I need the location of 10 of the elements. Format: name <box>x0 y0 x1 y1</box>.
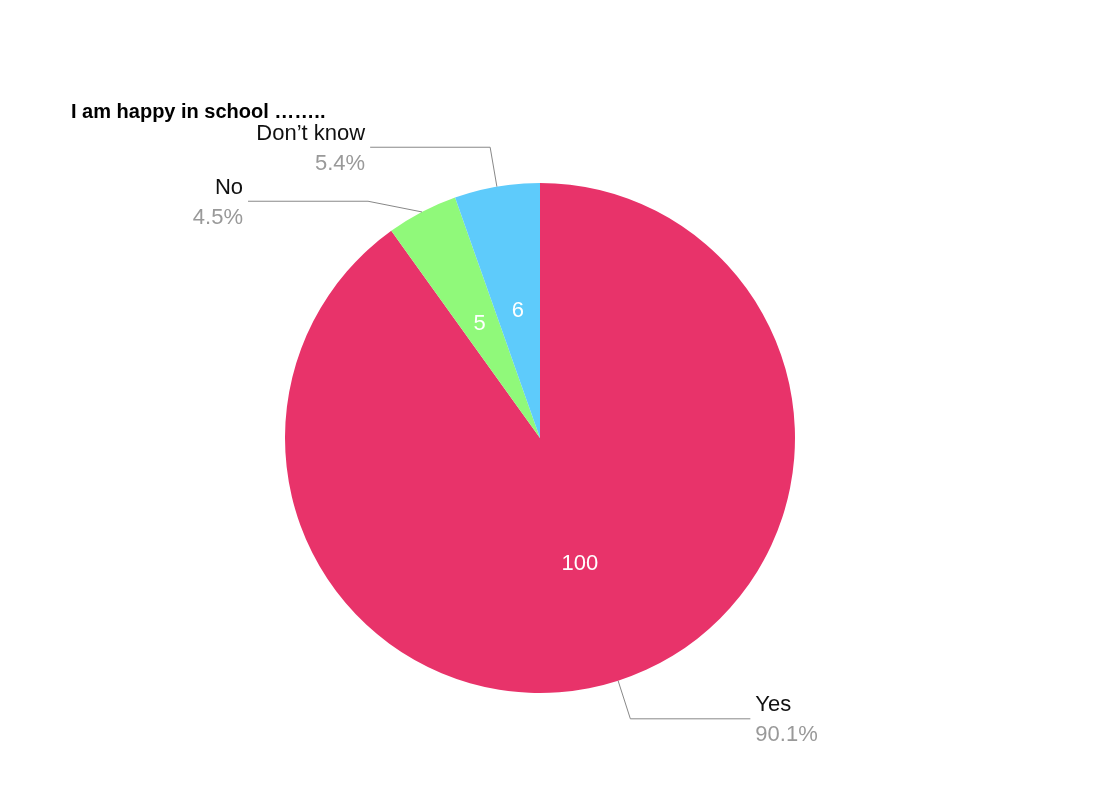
text: 4.5% <box>192 203 244 229</box>
data-label: 5 <box>473 309 486 335</box>
text: 5.4% <box>314 149 366 175</box>
data-label: 100 <box>561 549 599 575</box>
slice-label: Yes <box>755 691 792 717</box>
slice-label: No <box>214 173 244 199</box>
slice-label: Don’t know <box>256 119 366 145</box>
data-label: 6 <box>511 296 525 322</box>
chart-title: I am happy in school …….. <box>71 100 326 122</box>
text: 90.1% <box>755 721 818 747</box>
